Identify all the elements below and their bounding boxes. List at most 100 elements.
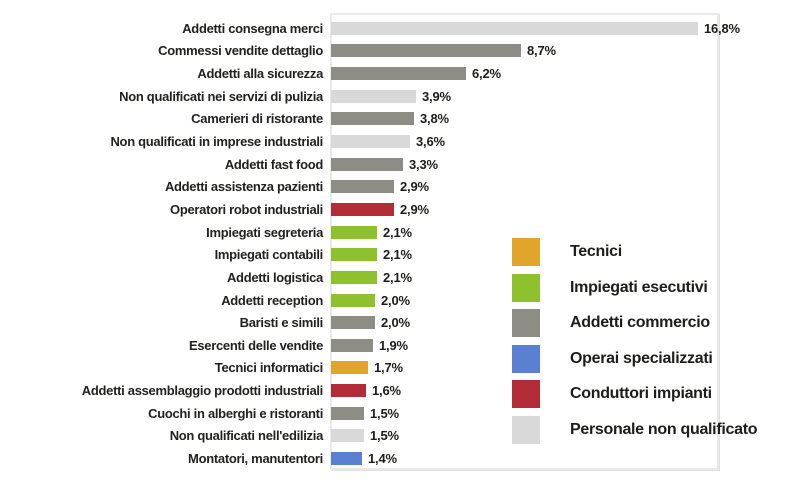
bar	[331, 429, 364, 443]
bar-value: 6,2%	[472, 66, 501, 82]
legend-label: Conduttori impianti	[570, 385, 712, 402]
bar-value: 2,9%	[400, 201, 429, 217]
bar-label: Non qualificati nell'edilizia	[169, 428, 324, 444]
bar-label: Camerieri di ristorante	[191, 111, 323, 127]
bar-label: Operatori robot industriali	[170, 201, 323, 217]
bar-row: Addetti logistica 2,1%	[0, 266, 804, 289]
legend-swatch	[512, 309, 540, 337]
bar-value: 2,0%	[381, 292, 410, 308]
bar-label: Addetti logistica	[226, 269, 323, 285]
bar-value: 2,1%	[383, 269, 412, 285]
bar-label: Baristi e simili	[239, 315, 324, 331]
bar-row: Camerieri di ristorante 3,8%	[0, 108, 804, 131]
bar-label: Non qualificati nei servizi di pulizia	[119, 88, 323, 104]
bar-value: 3,6%	[416, 134, 445, 150]
bar-row: Addetti consegna merci 16,8%	[0, 17, 804, 40]
legend-label: Impiegati esecutivi	[570, 278, 708, 296]
legend-item: Impiegati esecutivi	[512, 273, 757, 302]
bar-label: Montatori, manutentori	[188, 450, 323, 466]
bar-label: Commessi vendite dettaglio	[158, 43, 323, 59]
bar-label: Impiegati contabili	[214, 247, 324, 263]
legend-item: Conduttori impianti	[512, 380, 757, 408]
bar-row: Addetti fast food 3,3%	[0, 153, 804, 176]
bar-value: 1,6%	[372, 383, 401, 399]
bar-value: 3,8%	[420, 111, 449, 127]
legend-label: Personale non qualificato	[570, 420, 758, 438]
legend-swatch	[512, 380, 540, 408]
bar	[331, 225, 377, 239]
bar	[331, 180, 394, 194]
bar-row: Non qualificati nell'edilizia 1,5%	[0, 425, 804, 448]
bar-row: Cuochi in alberghi e ristoranti 1,5%	[0, 402, 804, 425]
bar	[331, 384, 366, 398]
bar-value: 8,7%	[527, 43, 556, 59]
bar-label: Cuochi in alberghi e ristoranti	[148, 405, 323, 421]
bar-row: Montatori, manutentori 1,4%	[0, 447, 804, 470]
bar-row: Impiegati segreteria 2,1%	[0, 221, 804, 244]
bar-row: Baristi e simili 2,0%	[0, 311, 804, 334]
legend: Tecnici Impiegati esecutivi Addetti comm…	[512, 238, 758, 444]
bar-value: 3,3%	[409, 156, 438, 172]
bar	[331, 202, 394, 216]
bar-row: Tecnici informatici 1,7%	[0, 357, 804, 380]
bar-value: 16,8%	[704, 20, 740, 36]
bar-label: Addetti assistenza pazienti	[164, 179, 323, 195]
legend-item: Tecnici	[512, 238, 757, 266]
bar	[331, 293, 375, 307]
bar-row: Non qualificati nei servizi di pulizia 3…	[0, 85, 804, 108]
bar	[331, 67, 466, 81]
bar-value: 1,7%	[374, 360, 403, 376]
bar	[331, 338, 373, 352]
legend-label: Tecnici	[570, 243, 622, 260]
bar	[331, 406, 364, 420]
legend-label: Operai specializzati	[570, 349, 713, 367]
bar-label: Addetti fast food	[224, 156, 323, 172]
bar-row: Addetti assistenza pazienti 2,9%	[0, 175, 804, 198]
bar-value: 2,1%	[383, 247, 412, 263]
bar	[331, 361, 368, 375]
bar-row: Commessi vendite dettaglio 8,7%	[0, 40, 804, 63]
bar-label: Esercenti delle vendite	[189, 337, 323, 353]
bar-value: 2,0%	[381, 315, 410, 331]
legend-swatch	[512, 415, 540, 444]
bar-label: Tecnici informatici	[214, 360, 324, 376]
bar-value: 1,9%	[379, 337, 408, 353]
bar-row: Operatori robot industriali 2,9%	[0, 198, 804, 221]
legend-item: Addetti commercio	[512, 309, 757, 337]
bar-value: 2,9%	[400, 179, 429, 195]
bar-label: Impiegati segreteria	[206, 224, 323, 240]
legend-swatch	[512, 273, 540, 302]
legend-item: Operai specializzati	[512, 344, 757, 373]
bar-value: 2,1%	[383, 224, 412, 240]
bar-label: Addetti assemblaggio prodotti industrial…	[81, 383, 324, 399]
bar	[331, 270, 377, 284]
bar-value: 3,9%	[422, 88, 451, 104]
bar	[331, 21, 698, 35]
plot-area-border	[330, 13, 719, 470]
bar-label: Addetti reception	[221, 292, 323, 308]
legend-swatch	[512, 238, 540, 266]
bar-value: 1,5%	[370, 405, 399, 421]
bar	[331, 157, 403, 171]
bar-row: Esercenti delle vendite 1,9%	[0, 334, 804, 357]
bar-label: Addetti consegna merci	[182, 20, 323, 36]
bar	[331, 44, 521, 58]
bar	[331, 89, 416, 103]
bar-rows: Addetti consegna merci 16,8% Commessi ve…	[0, 17, 804, 470]
bar	[331, 135, 410, 149]
bar-row: Impiegati contabili 2,1%	[0, 243, 804, 266]
bar-label: Addetti alla sicurezza	[197, 66, 323, 82]
bar-row: Addetti assemblaggio prodotti industrial…	[0, 379, 804, 402]
legend-swatch	[512, 344, 540, 373]
bar-row: Addetti alla sicurezza 6,2%	[0, 62, 804, 85]
bar	[331, 248, 377, 262]
legend-item: Personale non qualificato	[512, 415, 758, 444]
bar-value: 1,4%	[368, 450, 397, 466]
bar	[331, 112, 414, 126]
bar-row: Non qualificati in imprese industriali 3…	[0, 130, 804, 153]
bar-label: Non qualificati in imprese industriali	[110, 134, 323, 150]
bar	[331, 451, 362, 465]
legend-label: Addetti commercio	[570, 314, 710, 331]
bar-row: Addetti reception 2,0%	[0, 289, 804, 312]
